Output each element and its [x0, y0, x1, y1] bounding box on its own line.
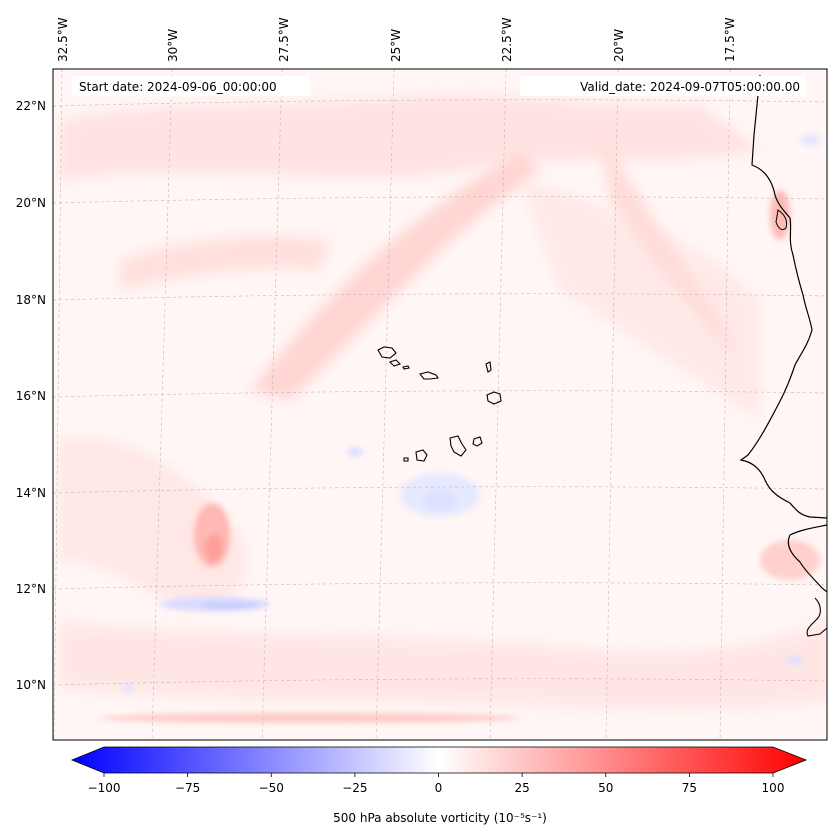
lat-label-4: 16°N: [16, 389, 46, 403]
lat-label-5: 14°N: [16, 486, 46, 500]
colorbar-tick-label: −75: [175, 781, 200, 795]
colorbar-tick-label: 25: [514, 781, 529, 795]
colorbar-tick-label: 0: [435, 781, 443, 795]
lon-label-5: 22.5°W: [500, 17, 514, 62]
lon-label-6: 20°W: [612, 29, 626, 62]
start-date-label: Start date: 2024-09-06_00:00:00: [79, 80, 277, 94]
colorbar: −100 −75 −50 −25 0 25 50 75 100 500 hPa absolute…: [70, 746, 808, 825]
lat-label-3: 18°N: [16, 293, 46, 307]
colorbar-label: 500 hPa absolute vorticity (10⁻⁵s⁻¹): [333, 811, 547, 825]
lat-label-7: 10°N: [16, 678, 46, 692]
lon-label-3: 27.5°W: [277, 17, 291, 62]
lat-label-6: 12°N: [16, 582, 46, 596]
map-frame: [52, 68, 828, 741]
cape-verde-islands: [377, 346, 502, 462]
lon-label-4: 25°W: [389, 29, 403, 62]
coastline-south: [787, 524, 827, 593]
latitude-labels: 22°N 20°N 18°N 16°N 14°N 12°N 10°N: [16, 99, 46, 692]
colorbar-tick-label: 50: [598, 781, 613, 795]
colorbar-tick-label: 100: [762, 781, 785, 795]
lat-label-1: 22°N: [16, 99, 46, 113]
colorbar-tick-label: −25: [342, 781, 367, 795]
longitude-labels: 32.5°W 30°W 27.5°W 25°W 22.5°W 20°W 17.5…: [56, 17, 737, 62]
lon-label-2: 30°W: [166, 29, 180, 62]
coastline: [739, 74, 827, 519]
colorbar-ticks: −100 −75 −50 −25 0 25 50 75 100: [88, 773, 785, 795]
colorbar-tick-label: −100: [88, 781, 121, 795]
gridlines: [53, 69, 827, 740]
lon-label-7: 17.5°W: [723, 17, 737, 62]
colorbar-tick-label: −50: [259, 781, 284, 795]
lon-label-1: 32.5°W: [56, 17, 70, 62]
valid-date-label: Valid_date: 2024-09-07T05:00:00.00: [580, 80, 800, 94]
vorticity-field: Start date: 2024-09-06_00:00:00 Valid_da…: [53, 69, 827, 740]
colorbar-tick-label: 75: [682, 781, 697, 795]
colorbar-gradient: [70, 746, 808, 774]
lat-label-2: 20°N: [16, 196, 46, 210]
